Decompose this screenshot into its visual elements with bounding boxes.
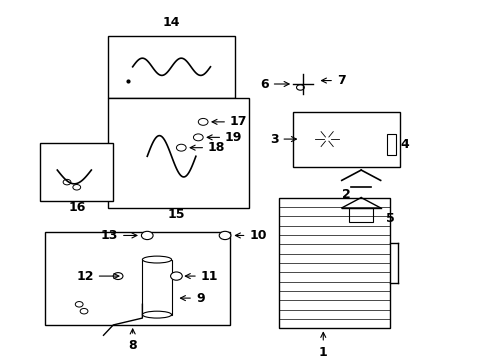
Bar [348, 208, 372, 222]
Text: 11: 11 [185, 270, 218, 283]
Text: 14: 14 [163, 16, 180, 29]
Circle shape [323, 137, 330, 141]
Circle shape [63, 179, 71, 185]
Text: 18: 18 [190, 141, 225, 154]
Bar [292, 112, 399, 167]
Text: 10: 10 [235, 229, 266, 242]
Circle shape [296, 85, 304, 90]
Circle shape [198, 118, 207, 125]
Bar [108, 36, 234, 98]
Circle shape [193, 134, 203, 141]
Text: 12: 12 [76, 270, 119, 283]
Text: 6: 6 [260, 77, 288, 90]
Text: 5: 5 [385, 212, 393, 225]
Ellipse shape [142, 256, 171, 263]
Text: 7: 7 [321, 74, 345, 87]
Bar [386, 134, 395, 154]
Circle shape [170, 272, 182, 280]
Circle shape [113, 273, 122, 279]
Circle shape [176, 144, 186, 151]
Bar [40, 143, 113, 201]
Circle shape [314, 130, 339, 148]
Circle shape [300, 120, 353, 158]
Ellipse shape [142, 311, 171, 318]
Text: 9: 9 [180, 292, 204, 305]
Circle shape [73, 185, 81, 190]
Circle shape [141, 231, 153, 240]
Text: 8: 8 [128, 329, 137, 352]
Text: 2: 2 [342, 188, 350, 201]
Circle shape [219, 231, 230, 240]
Text: 16: 16 [68, 201, 85, 214]
Text: 19: 19 [207, 131, 242, 144]
Text: 17: 17 [212, 115, 247, 129]
Bar [108, 98, 249, 208]
Bar [278, 198, 389, 328]
Bar [45, 232, 229, 325]
Circle shape [75, 302, 83, 307]
Bar [142, 260, 171, 315]
Text: 13: 13 [101, 229, 137, 242]
Text: 15: 15 [167, 208, 185, 221]
Text: 1: 1 [318, 332, 327, 359]
Circle shape [80, 309, 88, 314]
Text: 4: 4 [400, 138, 408, 151]
Text: 3: 3 [269, 132, 296, 145]
